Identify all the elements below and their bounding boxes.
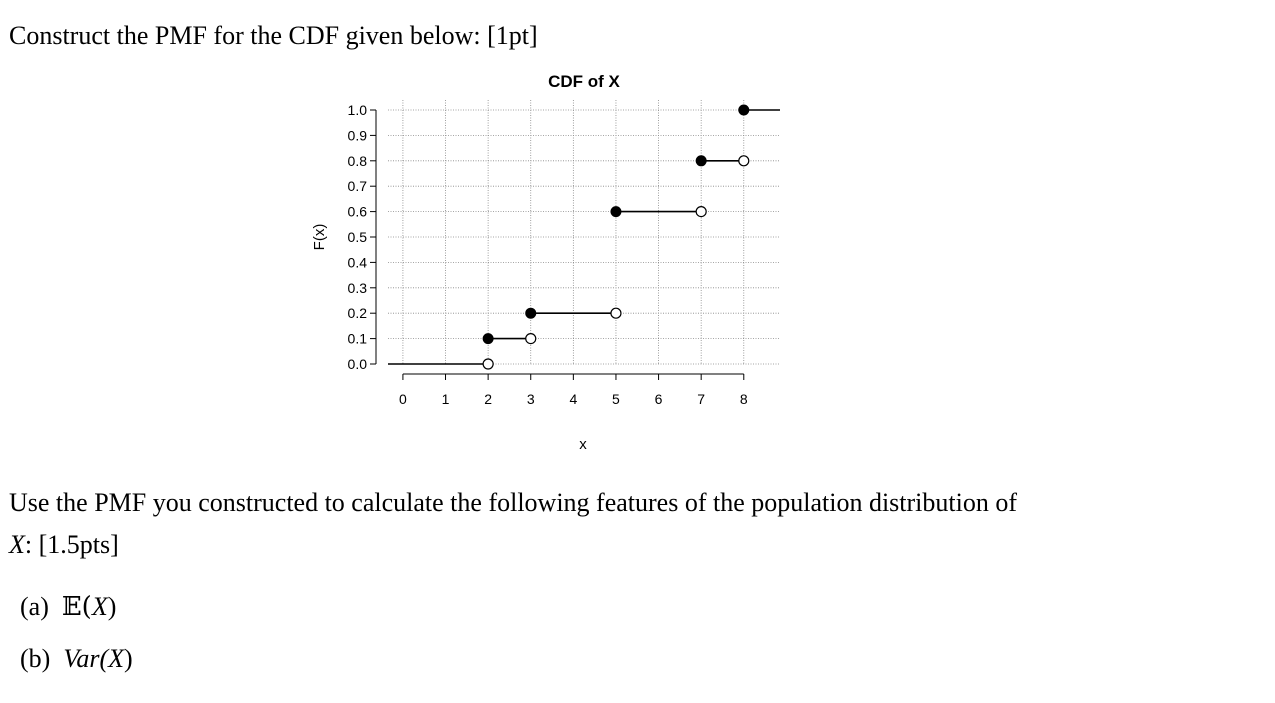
followup-text-line2: X: [1.5pts] (9, 529, 119, 561)
y-tick-label: 0.5 (348, 229, 368, 245)
step-points (482, 104, 750, 370)
open-point (525, 333, 537, 345)
followup-text-line1: Use the PMF you constructed to calculate… (9, 488, 1018, 517)
x-tick-label: 8 (740, 391, 748, 407)
closed-point (482, 333, 494, 345)
item-b-expr-var: X (108, 644, 124, 673)
list-item-b: (b) Var(X) (20, 643, 133, 675)
x-tick-label: 2 (484, 391, 492, 407)
y-tick-label: 0.8 (348, 153, 368, 169)
y-tick-label: 0.4 (348, 254, 368, 270)
item-a-expr-suffix: ) (107, 592, 117, 621)
y-tick-label: 0.0 (348, 356, 368, 372)
y-axis-label: F(x) (311, 224, 328, 251)
item-a-expr-var: X (91, 592, 108, 621)
followup-points: : [1.5pts] (24, 530, 119, 559)
axes: 0.0 0.1 0.2 0.3 0.4 0.5 0.6 0.7 0.8 0.9 1.0 0 1 2 3 4 5 6… (348, 102, 748, 407)
step-series (388, 109, 780, 365)
closed-point (525, 307, 537, 319)
y-tick-label: 0.1 (348, 331, 368, 347)
closed-point (695, 155, 707, 167)
y-tick-label: 0.7 (348, 178, 368, 194)
open-point (482, 358, 494, 370)
item-b-expr-prefix: Var( (63, 644, 109, 673)
x-tick-label: 3 (527, 391, 535, 407)
chart-title: CDF of X (548, 72, 620, 91)
x-tick-label: 6 (655, 391, 663, 407)
open-point (695, 206, 707, 218)
cdf-chart: CDF of X F(x) x 0.0 0.1 0.2 0.3 0.4 0.5 0.6 0.7… (311, 72, 780, 453)
grid (388, 100, 780, 365)
item-b-expr-suffix: ) (124, 644, 133, 673)
closed-point (738, 104, 750, 116)
x-tick-label: 1 (442, 391, 450, 407)
x-tick-label: 4 (569, 391, 577, 407)
open-point (610, 307, 622, 319)
y-tick-label: 0.3 (348, 280, 368, 296)
x-tick-label: 5 (612, 391, 620, 407)
item-a-expr-prefix: 𝔼( (61, 592, 92, 622)
list-item-a: (a) 𝔼(X) (20, 591, 116, 623)
x-tick-label: 7 (697, 391, 705, 407)
y-tick-label: 0.2 (348, 305, 368, 321)
item-a-label: (a) (20, 592, 49, 621)
y-tick-label: 0.6 (348, 204, 368, 220)
closed-point (610, 206, 622, 218)
followup-variable: X (9, 530, 25, 559)
item-b-label: (b) (20, 644, 51, 673)
x-axis-label: x (579, 436, 587, 453)
y-tick-label: 1.0 (348, 102, 368, 118)
x-tick-label: 0 (399, 391, 407, 407)
y-tick-label: 0.9 (348, 127, 368, 143)
open-point (738, 155, 750, 167)
question-prompt: Construct the PMF for the CDF given belo… (9, 21, 538, 50)
